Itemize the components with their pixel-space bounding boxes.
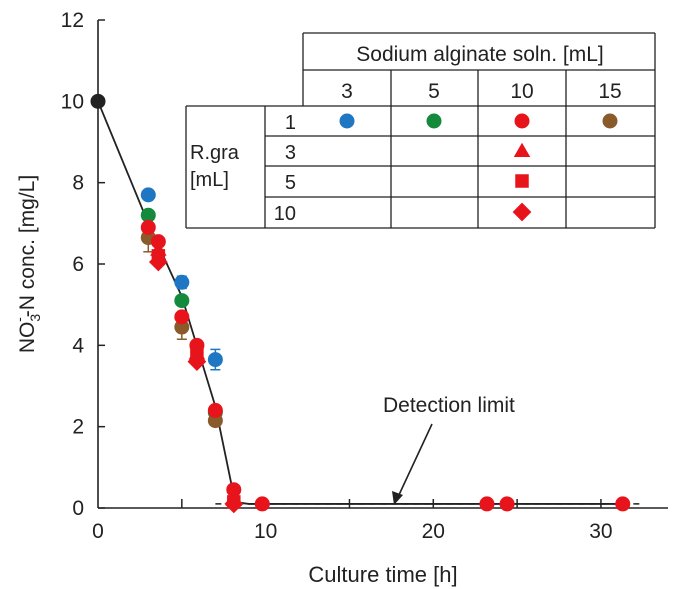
circle-marker bbox=[514, 113, 530, 129]
diamond-marker bbox=[148, 252, 168, 272]
x-axis-label: Culture time [h] bbox=[308, 562, 457, 587]
legend-row-title-unit: [mL] bbox=[190, 169, 229, 191]
circle-marker bbox=[254, 496, 270, 512]
legend-col-header: 5 bbox=[428, 80, 440, 103]
y-tick-label: 6 bbox=[72, 253, 84, 276]
detection-limit-arrow bbox=[392, 423, 433, 505]
data-markers bbox=[90, 93, 631, 514]
circle-marker bbox=[339, 113, 355, 129]
legend-col-header: 10 bbox=[510, 80, 533, 103]
y-tick-label: 2 bbox=[72, 416, 84, 439]
diamond-marker bbox=[512, 202, 532, 222]
circle-marker bbox=[226, 482, 242, 498]
circle-marker bbox=[207, 352, 223, 368]
circle-marker bbox=[140, 219, 156, 235]
x-tick-label: 30 bbox=[589, 520, 612, 543]
circle-marker bbox=[615, 496, 631, 512]
legend-row-header: 3 bbox=[285, 142, 296, 164]
circle-marker bbox=[174, 309, 190, 325]
detection-limit-label: Detection limit bbox=[383, 394, 515, 417]
circle-marker bbox=[90, 93, 106, 109]
legend-row-title: R.gra bbox=[190, 142, 240, 164]
x-ticks: 0 10 20 30 bbox=[92, 499, 613, 543]
y-tick-label: 0 bbox=[72, 497, 84, 520]
x-tick-label: 10 bbox=[254, 520, 277, 543]
legend-table: Sodium alginate soln. [mL] 3 5 10 15 R.g… bbox=[185, 32, 656, 229]
circle-marker bbox=[602, 113, 618, 129]
diamond-marker bbox=[187, 352, 207, 371]
circle-marker bbox=[174, 274, 190, 290]
y-tick-label: 12 bbox=[61, 9, 84, 32]
circle-marker bbox=[479, 496, 495, 512]
circle-marker bbox=[426, 113, 442, 129]
legend-col-header: 3 bbox=[341, 80, 353, 103]
legend-row-header: 10 bbox=[274, 203, 296, 225]
triangle-marker bbox=[513, 142, 531, 157]
legend-table-title: Sodium alginate soln. [mL] bbox=[356, 43, 603, 66]
x-tick-label: 0 bbox=[92, 520, 104, 543]
legend-row-header: 5 bbox=[285, 172, 296, 194]
legend-markers bbox=[339, 113, 618, 222]
circle-marker bbox=[174, 293, 190, 309]
x-tick-label: 20 bbox=[422, 520, 445, 543]
y-ticks: 0 2 4 6 8 10 12 bbox=[61, 9, 105, 520]
legend-row-header: 1 bbox=[285, 112, 296, 134]
diamond-marker bbox=[224, 494, 244, 514]
circle-marker bbox=[499, 496, 515, 512]
square-marker bbox=[515, 174, 529, 188]
circle-marker bbox=[207, 402, 223, 418]
circle-marker bbox=[140, 207, 156, 223]
legend-col-header: 15 bbox=[598, 80, 621, 103]
y-axis-label: NO3--N conc. [mg/L] bbox=[11, 175, 43, 353]
y-tick-label: 8 bbox=[72, 172, 84, 195]
y-tick-label: 4 bbox=[72, 334, 84, 357]
y-tick-label: 10 bbox=[61, 90, 84, 113]
circle-marker bbox=[140, 187, 156, 203]
plot-frame bbox=[97, 20, 668, 509]
